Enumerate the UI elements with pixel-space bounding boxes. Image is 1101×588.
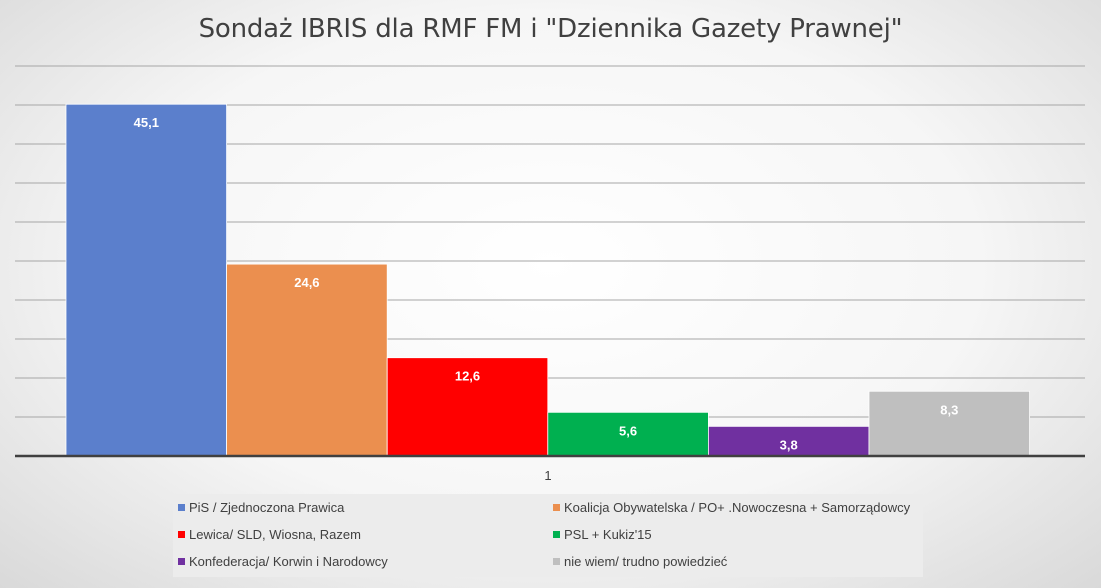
data-label-1: 45,1 xyxy=(134,115,159,130)
bar-3 xyxy=(386,357,549,457)
legend-swatch xyxy=(178,558,185,565)
legend-label: PiS / Zjednoczona Prawica xyxy=(189,500,345,515)
legend-swatch xyxy=(553,504,560,511)
legend-swatch xyxy=(178,504,185,511)
data-label-5: 3,8 xyxy=(780,437,798,452)
legend-label: Koalicja Obywatelska / PO+ .Nowoczesna +… xyxy=(564,500,911,515)
legend-swatch xyxy=(553,558,560,565)
data-label-4: 5,6 xyxy=(619,423,637,438)
legend-label: Lewica/ SLD, Wiosna, Razem xyxy=(189,527,361,542)
x-tick-label: 1 xyxy=(544,468,551,483)
legend-label: PSL + Kukiz'15 xyxy=(564,527,652,542)
legend-item-3: Lewica/ SLD, Wiosna, Razem xyxy=(178,527,361,542)
bar-2 xyxy=(226,263,388,457)
bars xyxy=(65,103,1031,457)
bar-6 xyxy=(868,390,1031,457)
data-labels: 45,1 24,6 12,6 5,6 3,8 8,3 xyxy=(134,115,959,452)
legend-item-1: PiS / Zjednoczona Prawica xyxy=(178,500,344,515)
legend-label: Konfederacja/ Korwin i Narodowcy xyxy=(189,554,388,569)
legend-swatch xyxy=(178,531,185,538)
legend-label: nie wiem/ trudno powiedzieć xyxy=(564,554,728,569)
legend-item-6: nie wiem/ trudno powiedzieć xyxy=(553,554,727,569)
chart-title: Sondaż IBRIS dla RMF FM i "Dziennika Gaz… xyxy=(198,14,903,44)
bar-5 xyxy=(708,425,870,457)
legend-swatch xyxy=(553,531,560,538)
legend-item-5: Konfederacja/ Korwin i Narodowcy xyxy=(178,554,388,569)
legend: PiS / Zjednoczona Prawica Koalicja Obywat… xyxy=(173,494,923,577)
data-label-6: 8,3 xyxy=(940,402,958,417)
data-label-2: 24,6 xyxy=(294,275,319,290)
legend-item-2: Koalicja Obywatelska / PO+ .Nowoczesna +… xyxy=(553,500,910,515)
legend-item-4: PSL + Kukiz'15 xyxy=(553,527,652,542)
data-label-3: 12,6 xyxy=(455,369,480,384)
bar-1 xyxy=(65,103,228,457)
